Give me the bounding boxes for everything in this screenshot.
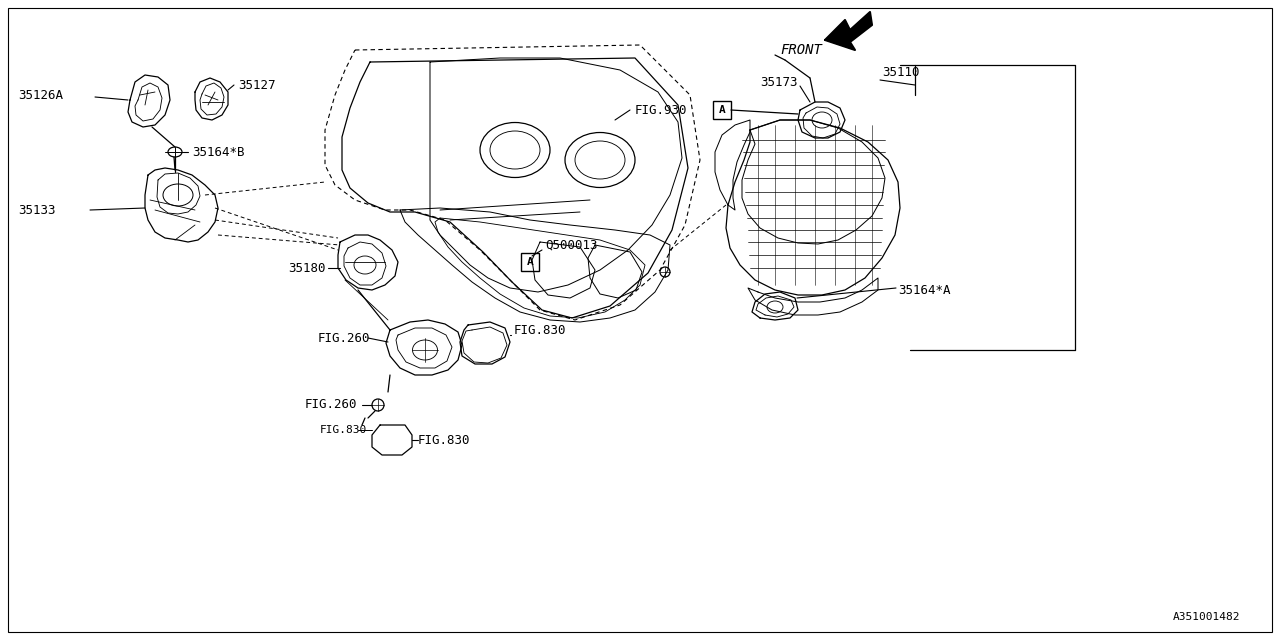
Text: 35164*B: 35164*B (192, 145, 244, 159)
Text: 35126A: 35126A (18, 88, 63, 102)
Bar (521, 253, 539, 271)
Text: A351001482: A351001482 (1172, 612, 1240, 622)
Text: Q500013: Q500013 (545, 239, 598, 252)
Text: A: A (526, 257, 534, 267)
Text: 35173: 35173 (760, 76, 797, 88)
Text: 35180: 35180 (288, 262, 325, 275)
Text: FIG.930: FIG.930 (635, 104, 687, 116)
Text: FIG.830: FIG.830 (515, 323, 567, 337)
Text: FRONT: FRONT (780, 43, 822, 57)
Text: 35110: 35110 (882, 65, 919, 79)
Text: FIG.830: FIG.830 (320, 425, 367, 435)
Text: FIG.260: FIG.260 (317, 332, 370, 344)
Text: 35127: 35127 (238, 79, 275, 92)
Text: 35133: 35133 (18, 204, 55, 216)
Bar (713, 101, 731, 119)
Polygon shape (826, 12, 872, 50)
Text: FIG.830: FIG.830 (419, 433, 471, 447)
Text: FIG.260: FIG.260 (305, 399, 357, 412)
Text: 35164*A: 35164*A (899, 284, 951, 296)
Text: A: A (718, 105, 726, 115)
